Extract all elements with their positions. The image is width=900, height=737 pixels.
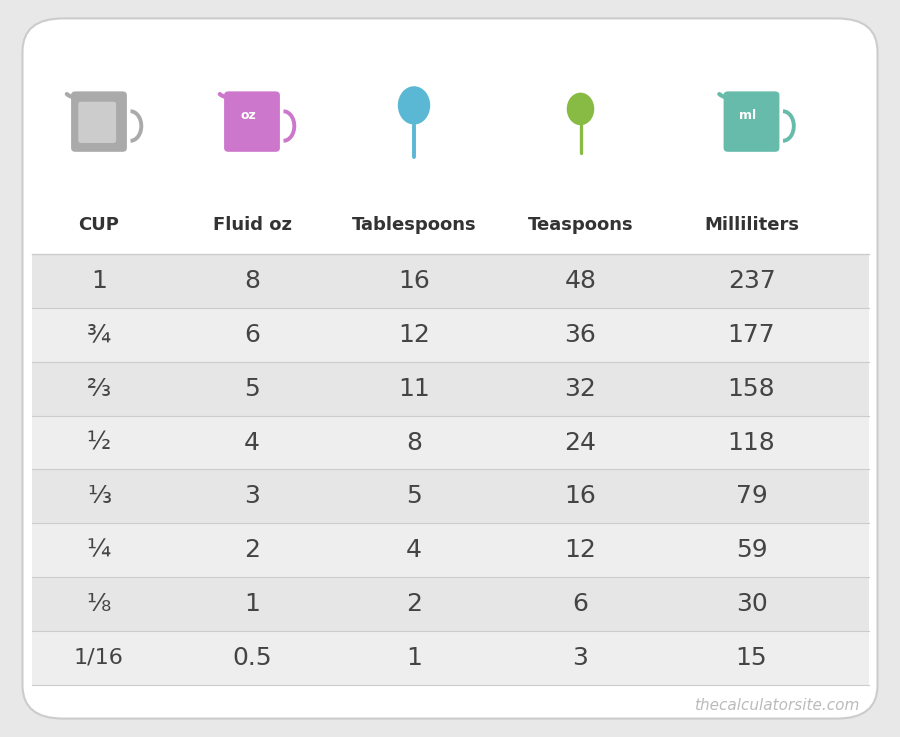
Text: 2: 2 <box>406 592 422 616</box>
Text: ¼: ¼ <box>87 538 111 562</box>
Text: 12: 12 <box>398 323 430 347</box>
Text: oz: oz <box>240 109 256 122</box>
Text: 5: 5 <box>406 484 422 509</box>
FancyBboxPatch shape <box>32 416 868 469</box>
Text: 237: 237 <box>727 269 776 293</box>
Text: 2: 2 <box>244 538 260 562</box>
Text: ⅛: ⅛ <box>87 592 111 616</box>
FancyBboxPatch shape <box>32 523 868 577</box>
FancyBboxPatch shape <box>78 102 116 143</box>
FancyBboxPatch shape <box>32 254 868 308</box>
Text: thecalculatorsite.com: thecalculatorsite.com <box>694 698 859 713</box>
Text: ml: ml <box>739 109 757 122</box>
Text: 177: 177 <box>728 323 775 347</box>
Text: 5: 5 <box>244 377 260 401</box>
Text: 36: 36 <box>564 323 597 347</box>
Text: 24: 24 <box>564 430 597 455</box>
FancyBboxPatch shape <box>22 18 878 719</box>
FancyBboxPatch shape <box>32 308 868 362</box>
Text: 6: 6 <box>244 323 260 347</box>
Text: 79: 79 <box>735 484 768 509</box>
Text: 48: 48 <box>564 269 597 293</box>
Text: 11: 11 <box>398 377 430 401</box>
Text: 4: 4 <box>406 538 422 562</box>
Text: 8: 8 <box>406 430 422 455</box>
Ellipse shape <box>398 86 430 125</box>
Text: 4: 4 <box>244 430 260 455</box>
FancyBboxPatch shape <box>724 91 779 152</box>
FancyBboxPatch shape <box>224 91 280 152</box>
Text: 1: 1 <box>91 269 107 293</box>
FancyBboxPatch shape <box>32 362 868 416</box>
Text: 12: 12 <box>564 538 597 562</box>
Text: 59: 59 <box>735 538 768 562</box>
Text: 6: 6 <box>572 592 589 616</box>
Text: 0.5: 0.5 <box>232 646 272 670</box>
Text: 30: 30 <box>735 592 768 616</box>
Text: Tablespoons: Tablespoons <box>352 216 476 234</box>
Text: 16: 16 <box>564 484 597 509</box>
Text: 16: 16 <box>398 269 430 293</box>
Text: 1: 1 <box>244 592 260 616</box>
Text: Teaspoons: Teaspoons <box>527 216 634 234</box>
Text: CUP: CUP <box>78 216 120 234</box>
Text: 3: 3 <box>244 484 260 509</box>
Text: 15: 15 <box>735 646 768 670</box>
Text: Milliliters: Milliliters <box>704 216 799 234</box>
Text: 158: 158 <box>728 377 775 401</box>
Text: ⅓: ⅓ <box>87 484 111 509</box>
Text: ¾: ¾ <box>87 323 111 347</box>
Text: 32: 32 <box>564 377 597 401</box>
Text: 3: 3 <box>572 646 589 670</box>
FancyBboxPatch shape <box>32 577 868 631</box>
Text: 1: 1 <box>406 646 422 670</box>
Text: ⅔: ⅔ <box>87 377 111 401</box>
Text: 118: 118 <box>727 430 776 455</box>
Text: Fluid oz: Fluid oz <box>212 216 292 234</box>
Text: 1/16: 1/16 <box>74 648 124 668</box>
Ellipse shape <box>567 93 594 125</box>
Text: ½: ½ <box>87 430 111 455</box>
FancyBboxPatch shape <box>32 469 868 523</box>
FancyBboxPatch shape <box>32 631 868 685</box>
FancyBboxPatch shape <box>71 91 127 152</box>
Text: 8: 8 <box>244 269 260 293</box>
